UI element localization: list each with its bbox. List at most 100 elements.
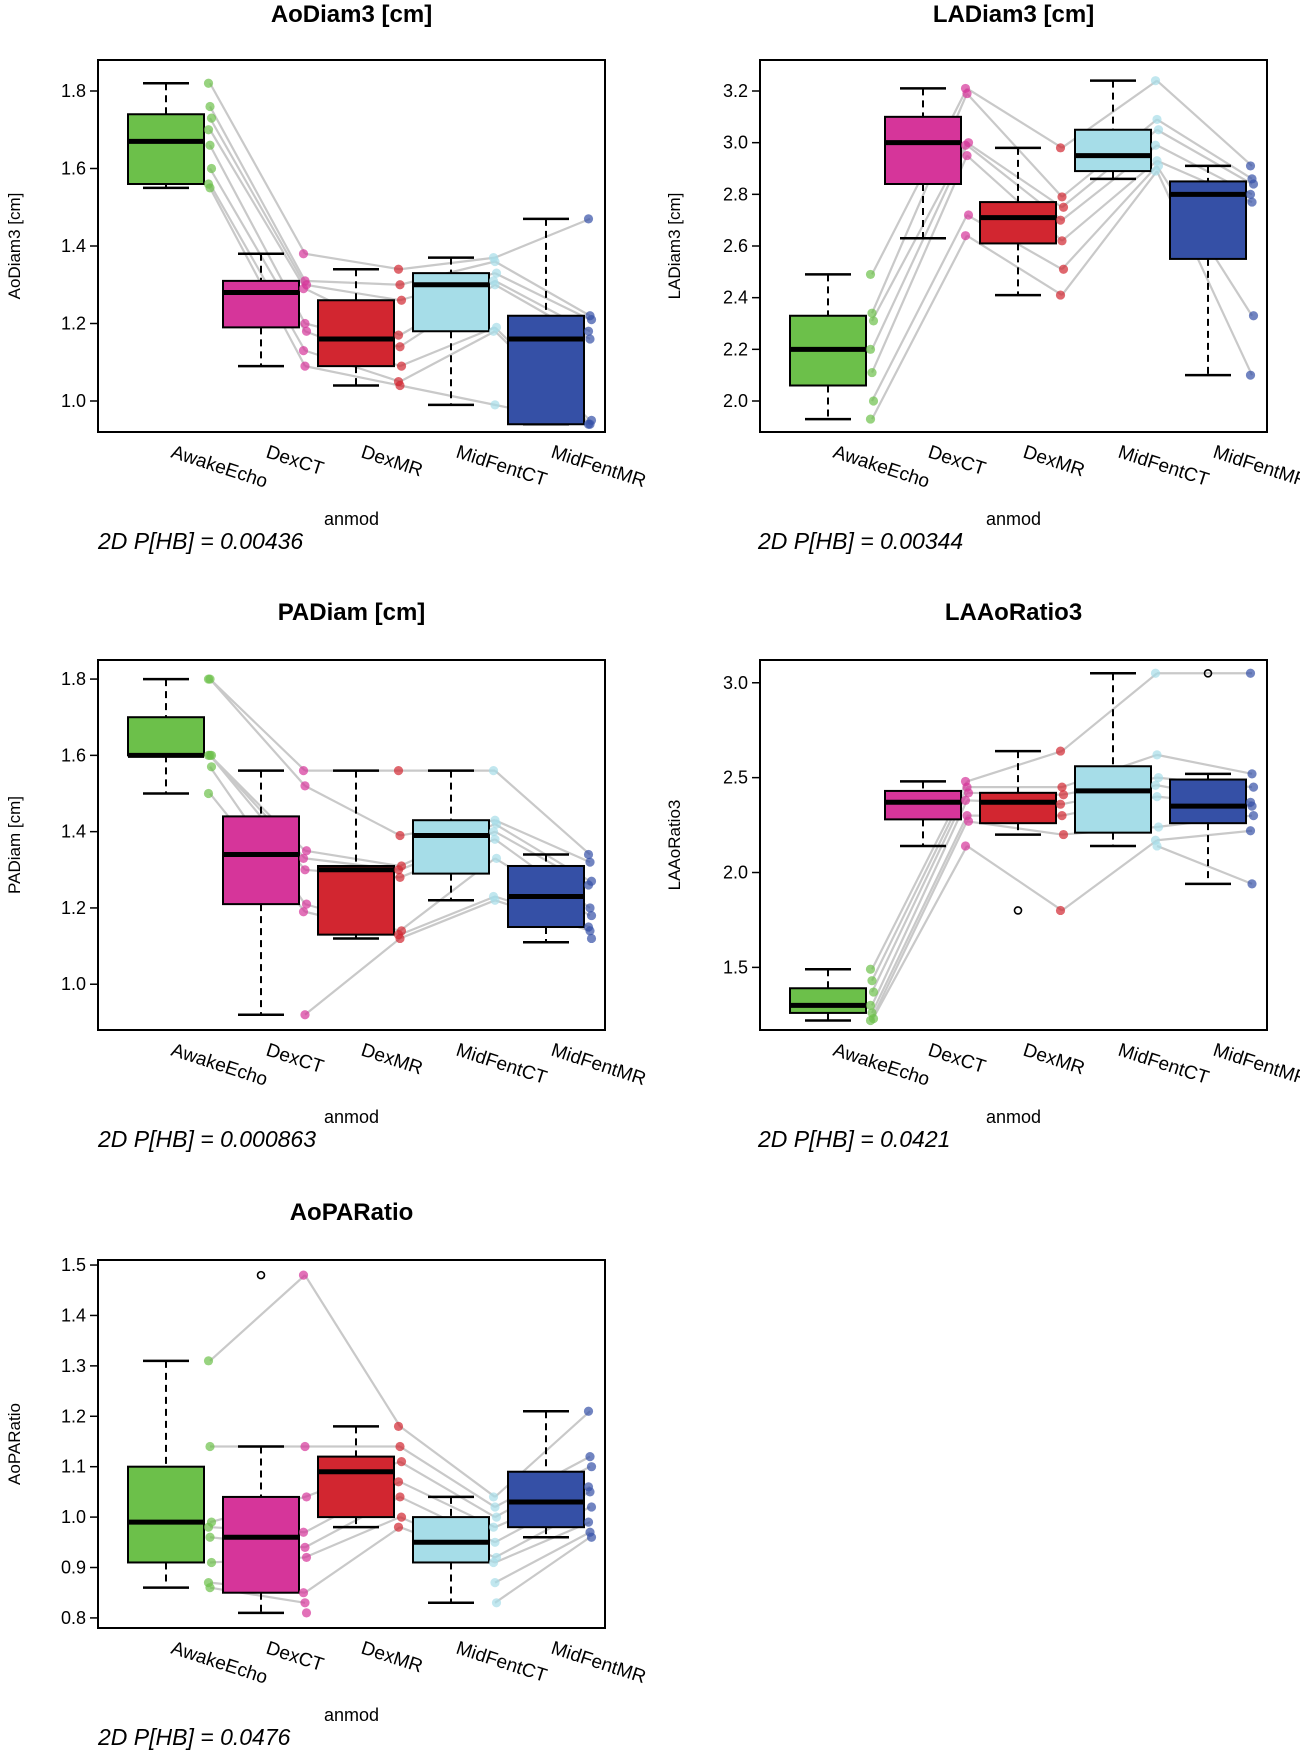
y-tick-label: 1.5 [61, 1255, 86, 1275]
pair-line [399, 1425, 496, 1498]
data-point [963, 816, 974, 826]
y-tick-label: 2.4 [723, 288, 748, 308]
data-point [206, 1557, 217, 1568]
pair-line [966, 92, 1063, 198]
pair-line [966, 845, 1063, 912]
y-tick-label: 1.6 [61, 745, 86, 765]
panel-title: AoPARatio [290, 1199, 414, 1226]
category-label: DexCT [263, 1638, 326, 1676]
data-point [205, 750, 215, 760]
panel-2: PADiam [cm] PADiam [cm] 1.0 1.2 1.4 1.6 1.8 Awa… [5, 599, 648, 1152]
data-point [1248, 311, 1259, 321]
pair-line [1061, 170, 1158, 296]
data-point [1245, 370, 1256, 380]
data-point [396, 295, 407, 305]
data-point [1150, 668, 1161, 678]
plot-frame [759, 659, 1268, 1031]
category-label: MidFentMR [548, 442, 648, 492]
y-tick-label: 3.0 [723, 673, 748, 693]
pair-line [494, 819, 591, 864]
data-point [301, 899, 312, 909]
pair-line [871, 820, 968, 1020]
data-point [491, 853, 502, 863]
data-point [490, 400, 500, 410]
category-label: MidFentCT [1115, 1040, 1211, 1089]
y-tick-label: 1.6 [61, 159, 86, 179]
category-label: MidFentCT [453, 1040, 549, 1089]
pair-line [399, 895, 496, 936]
data-point [298, 284, 309, 294]
box-MidFentMR [507, 314, 585, 426]
category-label: DexMR [358, 1638, 425, 1678]
y-tick-label: 2.0 [723, 391, 748, 411]
data-point [395, 280, 405, 290]
data-point [960, 140, 971, 150]
box-DexCT [884, 115, 962, 185]
y-tick-label: 0.8 [61, 1608, 86, 1628]
data-point [491, 268, 502, 278]
data-point [960, 231, 971, 241]
pair-line [870, 155, 969, 374]
data-point [585, 1452, 595, 1462]
box-MidFentMR [507, 1470, 585, 1529]
data-point [960, 841, 971, 851]
pair-line [304, 279, 401, 286]
pair-line [209, 678, 306, 787]
data-point [490, 256, 500, 267]
stat-annotation: 2D P[HB] = 0.00436 [97, 528, 303, 554]
box-DexCT [222, 279, 300, 329]
data-point [865, 269, 876, 280]
data-point [488, 326, 499, 336]
data-point [586, 1532, 597, 1542]
y-axis-label: LAAoRatio3 [665, 800, 684, 891]
data-point [205, 1441, 215, 1452]
panel-4: AoPARatio AoPARatio 0.8 0.9 1.0 1.1 1.2 1.3 1.4 1… [5, 1199, 648, 1750]
box-MidFentCT [1074, 128, 1152, 173]
data-point [298, 1588, 309, 1598]
box-MidFentCT [412, 1516, 490, 1564]
data-point [393, 1477, 404, 1487]
data-point [1152, 792, 1162, 802]
y-tick-label: 1.3 [61, 1356, 86, 1376]
data-point [585, 419, 595, 429]
data-point [395, 380, 405, 391]
data-point [205, 674, 215, 684]
category-label: AwakeEcho [830, 1040, 932, 1091]
pair-line [966, 750, 1063, 783]
pair-line [399, 1460, 496, 1519]
data-point [491, 1512, 502, 1522]
data-point [583, 326, 594, 336]
outlier-point [1013, 906, 1023, 915]
data-point [1152, 841, 1162, 851]
data-point [205, 1583, 215, 1593]
data-point [585, 334, 595, 344]
box-AwakeEcho [127, 113, 205, 185]
pair-line [1156, 118, 1253, 180]
data-point [583, 214, 594, 224]
data-point [491, 819, 502, 829]
category-label: MidFentMR [548, 1638, 648, 1688]
pair-line [871, 792, 968, 993]
pair-line [399, 1445, 496, 1508]
data-point [1247, 801, 1257, 811]
y-axis-label: PADiam [cm] [5, 796, 24, 894]
pair-line [871, 214, 968, 402]
pair-line [209, 117, 306, 286]
category-label: DexMR [358, 442, 425, 482]
category-label: DexMR [1020, 1040, 1087, 1080]
y-tick-label: 2.8 [723, 184, 748, 204]
y-tick-label: 1.8 [61, 669, 86, 689]
pair-line [494, 769, 591, 856]
category-label: DexCT [263, 1040, 326, 1078]
x-axis-label: anmod [324, 509, 379, 529]
data-point [300, 1542, 310, 1552]
box-MidFentCT [412, 819, 490, 875]
data-point [1055, 215, 1066, 225]
pair-line [209, 187, 306, 367]
data-point [586, 1502, 597, 1512]
y-tick-label: 1.4 [61, 1305, 86, 1325]
pair-line [871, 845, 968, 1022]
pair-line [304, 1274, 401, 1427]
data-point [1058, 790, 1069, 800]
